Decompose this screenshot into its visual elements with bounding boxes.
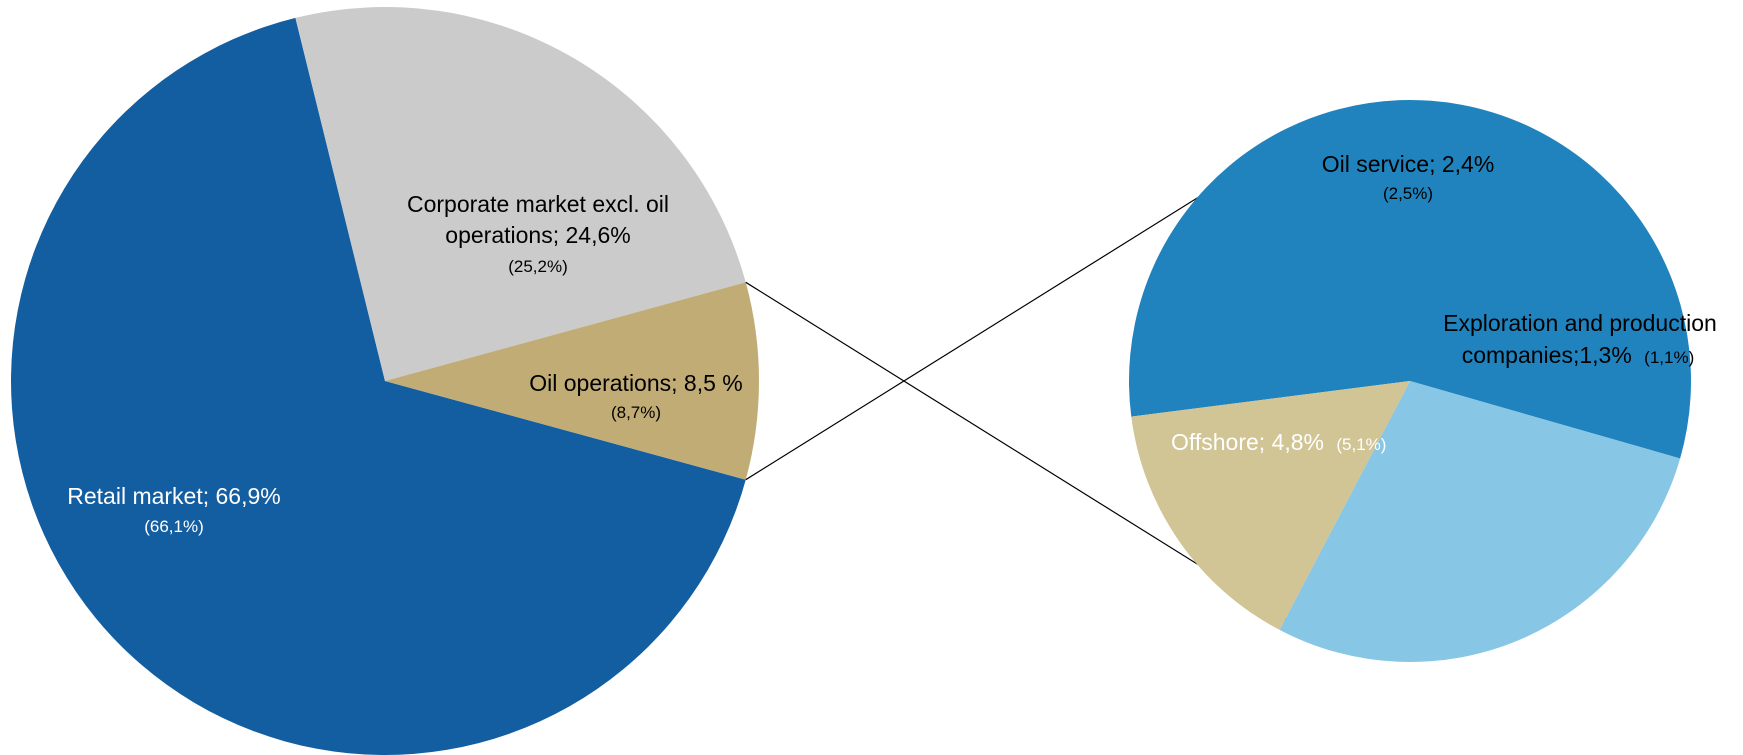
slice-label-offshore: Offshore; 4,8% (5,1%) [1171,429,1386,455]
slice-sublabel-oil-operations: (8,7%) [611,403,661,422]
main-pie-slice-0 [11,17,746,755]
secondary-pie [1129,99,1692,662]
slice-sublabel-exploration: (1,1%) [1644,348,1694,367]
slice-sublabel-corporate-market: (25,2%) [508,257,568,276]
slice-label-exploration-main: companies;1,3% [1462,342,1632,368]
secondary-pie-slice-1 [1279,381,1681,662]
slice-sublabel-oil-service: (2,5%) [1383,184,1433,203]
slice-label-exploration-line1: Exploration and production [1443,310,1717,336]
secondary-pie-slice-2 [1131,381,1410,630]
slice-label-oil-operations: Oil operations; 8,5 % [529,370,743,396]
slice-sublabel-offshore: (5,1%) [1336,435,1386,454]
main-pie-slice-1 [295,7,746,382]
main-pie-slice-2 [385,282,759,480]
slice-sublabel-retail-market: (66,1%) [144,517,204,536]
main-pie [11,7,759,755]
secondary-pie-slice-0 [1129,99,1692,459]
slice-label-corporate-market-line2: operations; 24,6% [445,222,630,248]
slice-label-oil-service: Oil service; 2,4% [1322,151,1495,177]
slice-label-corporate-market-line1: Corporate market excl. oil [407,191,669,217]
slice-label-exploration-line2: companies;1,3% (1,1%) [1462,342,1695,368]
slice-label-retail-market: Retail market; 66,9% [67,483,280,509]
slice-label-offshore-main: Offshore; 4,8% [1171,429,1324,455]
